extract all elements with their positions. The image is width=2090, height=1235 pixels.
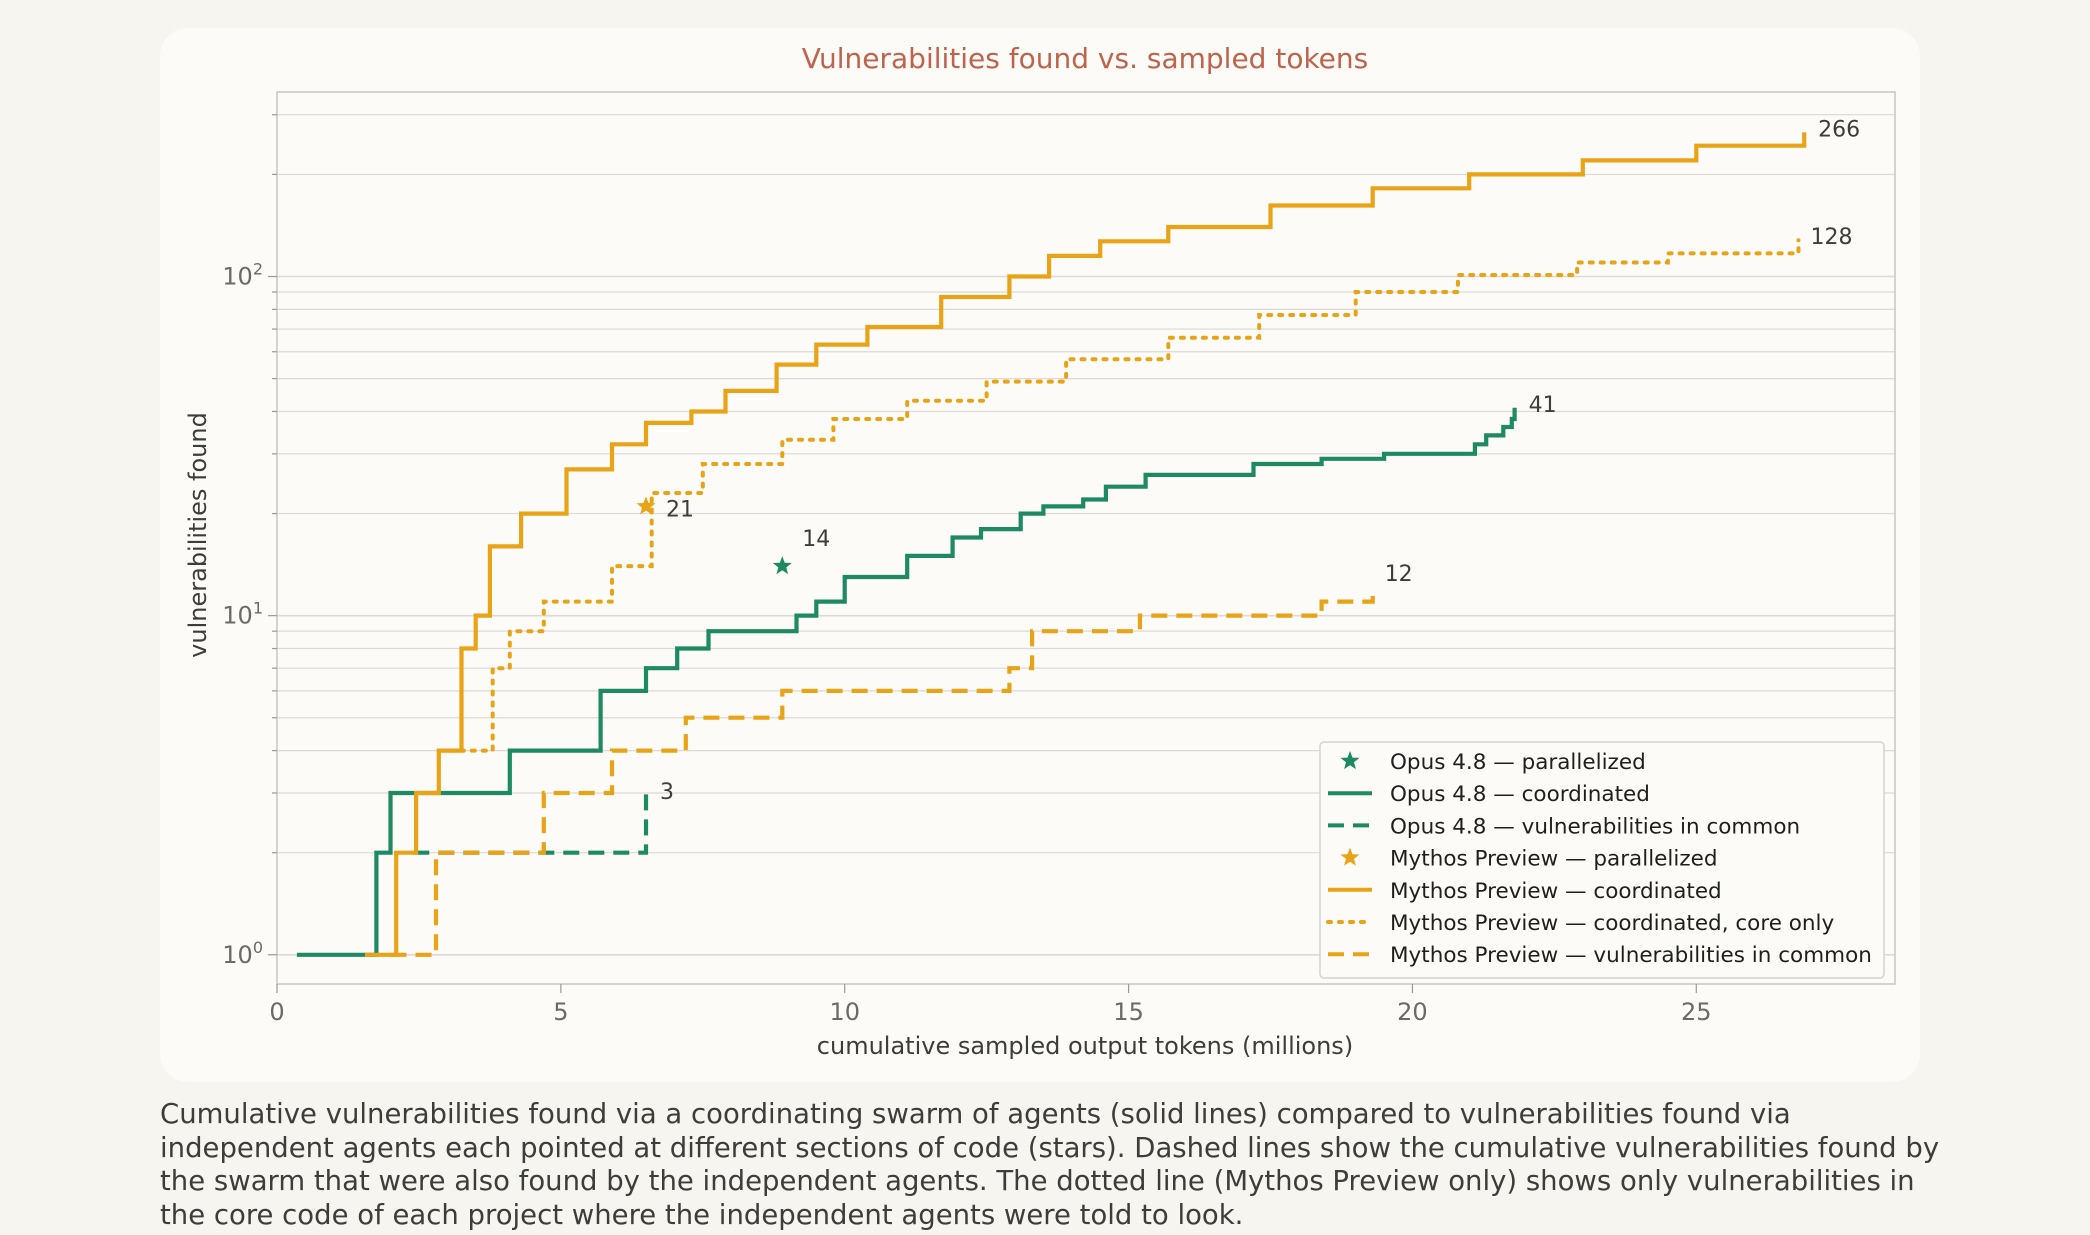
star-marker xyxy=(636,496,656,515)
series-line xyxy=(365,132,1807,957)
end-label: 3 xyxy=(660,780,674,805)
x-tick-label: 25 xyxy=(1681,998,1712,1026)
legend-label: Mythos Preview — parallelized xyxy=(1390,847,1718,872)
series-0: 14 xyxy=(772,527,830,575)
end-label: 12 xyxy=(1385,562,1413,587)
x-tick-label: 20 xyxy=(1397,998,1428,1026)
x-tick-label: 0 xyxy=(269,998,284,1026)
figure-caption: Cumulative vulnerabilities found via a c… xyxy=(160,1098,1940,1231)
end-label: 266 xyxy=(1818,117,1860,142)
series-6: 12 xyxy=(390,562,1413,957)
legend-item: Mythos Preview — parallelized xyxy=(1340,847,1718,872)
series-line xyxy=(436,238,1801,753)
legend-label: Opus 4.8 — parallelized xyxy=(1390,750,1646,775)
y-tick-label: 100 xyxy=(222,938,263,969)
legend-label: Mythos Preview — coordinated, core only xyxy=(1390,911,1835,936)
series-5: 128 xyxy=(436,225,1852,753)
legend: Opus 4.8 — parallelized Opus 4.8 — coordi… xyxy=(1319,741,1885,979)
series-line xyxy=(413,793,649,855)
series-2: 3 xyxy=(413,780,674,855)
x-tick-label: 15 xyxy=(1113,998,1144,1026)
chart-title: Vulnerabilities found vs. sampled tokens xyxy=(802,42,1368,75)
legend-item: Mythos Preview — coordinated xyxy=(1328,879,1722,904)
gridlines xyxy=(277,114,1895,956)
series-1: 41 xyxy=(296,393,1557,957)
end-label: 21 xyxy=(666,497,694,522)
series-line xyxy=(296,407,1517,957)
legend-star-icon xyxy=(1340,847,1360,866)
legend-item: Opus 4.8 — vulnerabilities in common xyxy=(1328,814,1800,839)
series-layer: 14 41 3 21 266 128 12 xyxy=(296,117,1860,957)
line-chart: Vulnerabilities found vs. sampled tokens… xyxy=(184,42,1896,1060)
legend-label: Mythos Preview — coordinated xyxy=(1390,879,1722,904)
star-marker xyxy=(772,556,792,575)
legend-item: Mythos Preview — coordinated, core only xyxy=(1326,911,1835,936)
legend-box xyxy=(1319,741,1885,979)
legend-item: Opus 4.8 — parallelized xyxy=(1340,750,1646,775)
y-tick-label: 102 xyxy=(222,260,263,291)
end-label: 14 xyxy=(802,527,830,552)
x-axis-label: cumulative sampled output tokens (millio… xyxy=(817,1032,1353,1060)
y-tick-label: 101 xyxy=(222,599,263,630)
legend-label: Opus 4.8 — vulnerabilities in common xyxy=(1390,814,1800,839)
series-4: 266 xyxy=(365,117,1860,957)
legend-label: Mythos Preview — vulnerabilities in comm… xyxy=(1390,943,1872,968)
legend-label: Opus 4.8 — coordinated xyxy=(1390,782,1650,807)
plot-area xyxy=(276,91,1896,985)
legend-item: Opus 4.8 — coordinated xyxy=(1328,782,1650,807)
legend-item: Mythos Preview — vulnerabilities in comm… xyxy=(1328,943,1872,968)
end-label: 41 xyxy=(1529,393,1557,418)
series-line xyxy=(390,588,1375,957)
axes: 100 101 102 0 5 10 15 20 25 xyxy=(222,114,1712,1026)
legend-star-icon xyxy=(1340,751,1360,770)
series-3: 21 xyxy=(636,496,694,522)
end-label: 128 xyxy=(1810,225,1852,250)
x-tick-label: 10 xyxy=(829,998,860,1026)
x-tick-label: 5 xyxy=(553,998,568,1026)
y-axis-label: vulnerabilities found xyxy=(184,412,212,658)
